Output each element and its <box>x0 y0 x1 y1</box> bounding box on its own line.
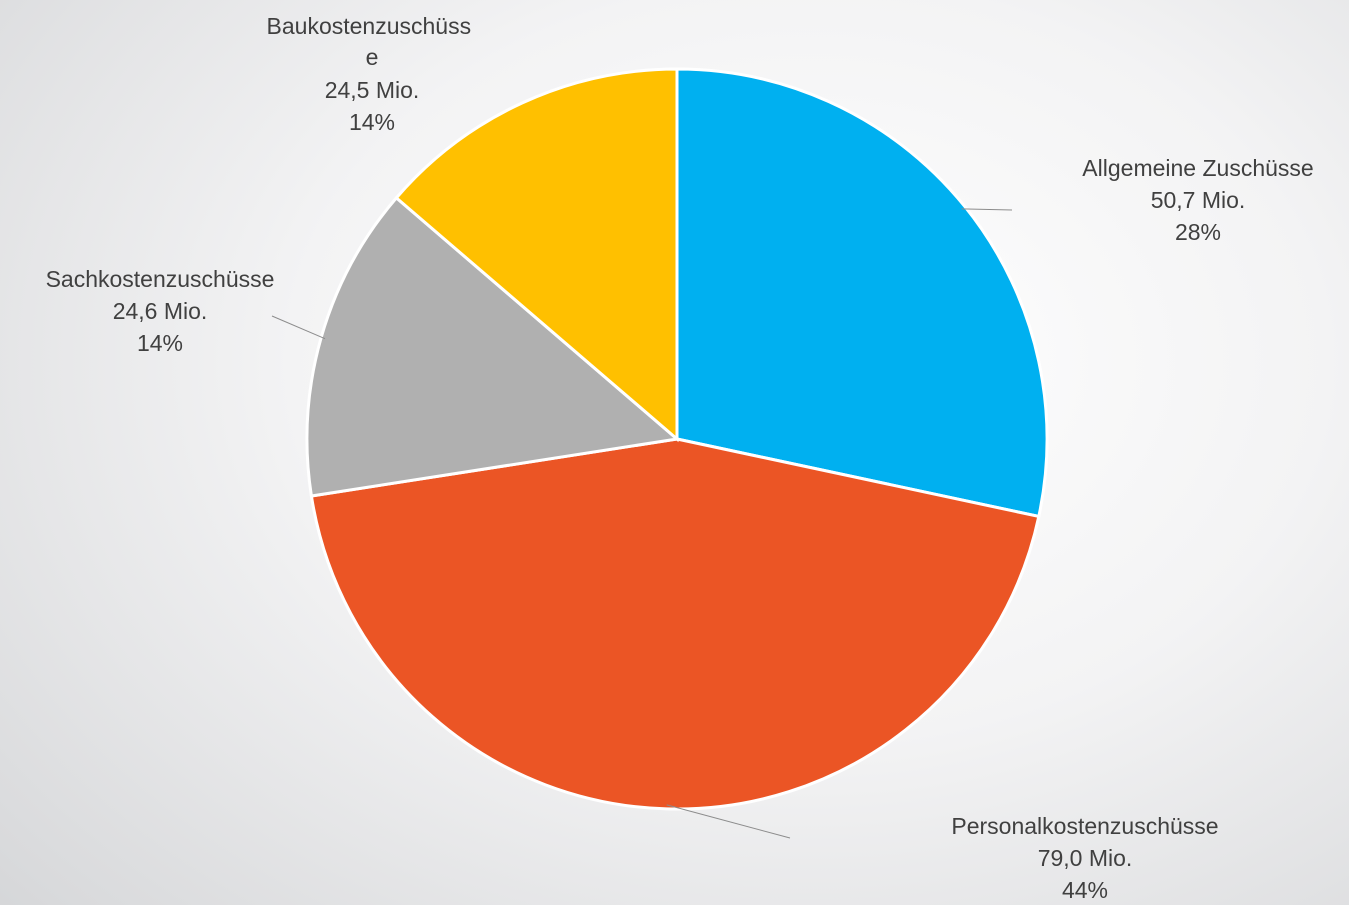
label-sachkostenzuschusse: Sachkostenzuschüsse 24,6 Mio. 14% <box>46 266 275 356</box>
pie-slice-3 <box>394 67 679 443</box>
slice-label-name-line2: e <box>366 44 379 70</box>
pie-slices <box>305 67 1049 811</box>
slice-label-value: 24,5 Mio. <box>325 77 420 103</box>
leader-line-0 <box>961 208 1013 211</box>
slice-label-percent: 44% <box>1062 877 1108 903</box>
slice-label-percent: 14% <box>137 330 183 356</box>
pie-slice-0 <box>675 67 1049 519</box>
slice-label-value: 50,7 Mio. <box>1151 187 1246 213</box>
slice-label-percent: 28% <box>1175 219 1221 245</box>
slice-label-value: 24,6 Mio. <box>113 298 208 324</box>
slice-label-name: Baukostenzuschüss e <box>267 13 478 70</box>
label-allgemeine-zuschusse: Allgemeine Zuschüsse 50,7 Mio. 28% <box>1082 155 1313 245</box>
leader-lines <box>271 208 1013 839</box>
slice-label-value: 79,0 Mio. <box>1038 845 1133 871</box>
slice-label-name: Sachkostenzuschüsse <box>46 266 275 292</box>
leader-line-2 <box>271 315 326 340</box>
leader-line-1 <box>666 804 791 839</box>
slice-label-name: Personalkostenzuschüsse <box>951 813 1218 839</box>
pie-slice-1 <box>309 437 1041 811</box>
slice-label-percent: 14% <box>349 109 395 135</box>
label-personalkostenzuschusse: Personalkostenzuschüsse 79,0 Mio. 44% <box>951 813 1218 903</box>
slice-label-name: Allgemeine Zuschüsse <box>1082 155 1313 181</box>
slice-label-name-line1: Baukostenzuschüss <box>267 13 472 39</box>
label-baukostenzuschusse: Baukostenzuschüss e 24,5 Mio. 14% <box>267 13 478 135</box>
